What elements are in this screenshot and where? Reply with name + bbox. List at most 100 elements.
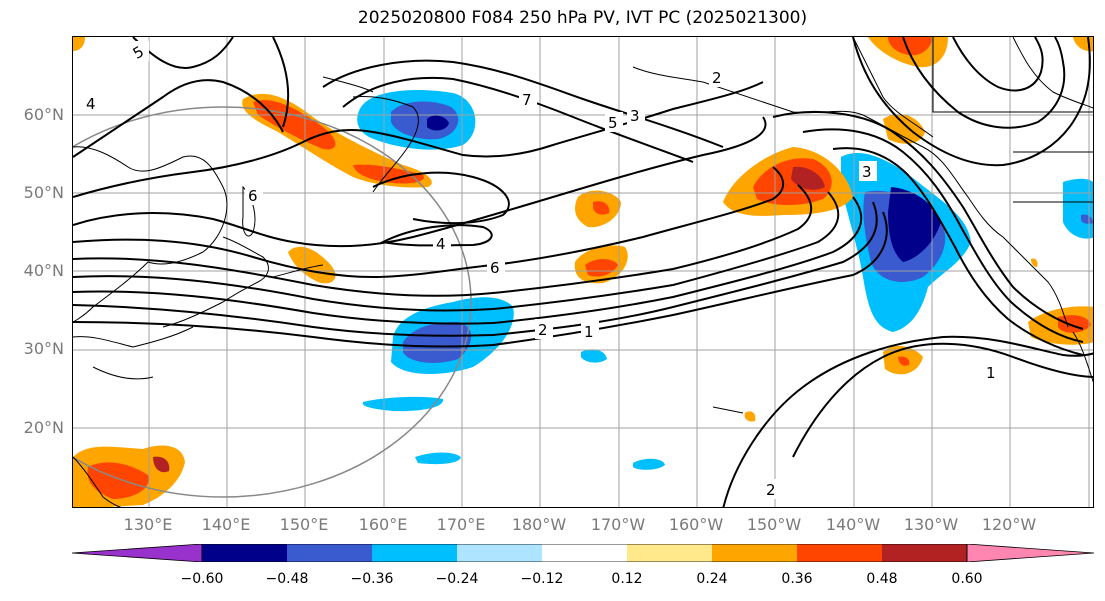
- contour-label: 3: [862, 163, 872, 181]
- shade-blue-small-4: [581, 349, 607, 363]
- shade-red-small-hawaii: [898, 356, 910, 366]
- shade-red-small-2: [593, 201, 610, 215]
- shade-orange-small-1: [288, 246, 336, 284]
- contour-label: 1: [986, 364, 996, 382]
- contour-line-13: [342, 76, 694, 163]
- colorbar-bin-2: [287, 544, 372, 562]
- contour-line-7: [73, 116, 767, 248]
- colorbar-tick: 0.24: [696, 571, 728, 587]
- contour-label: 2: [766, 481, 776, 499]
- contour-label: 6: [490, 259, 500, 277]
- ivt-contours: [73, 37, 1093, 507]
- colorbar-bin-1: [202, 544, 287, 562]
- contour-label: 4: [436, 235, 446, 253]
- contour-line-15: [372, 171, 510, 225]
- contour-label: 2: [538, 321, 548, 339]
- colorbar-bin-6: [627, 544, 712, 562]
- contour-line-23: [952, 37, 1044, 92]
- contour-line-12: [322, 59, 724, 148]
- map-title: 2025020800 F084 250 hPa PV, IVT PC (2025…: [357, 8, 808, 28]
- colorbar-tick: −0.60: [180, 571, 224, 587]
- lon-label-160w: 160°W: [668, 515, 724, 534]
- shade-red-sw: [87, 462, 149, 499]
- contour-label: 2: [712, 69, 722, 87]
- lon-label-180w: 180°W: [511, 515, 567, 534]
- colorbar-bin-8: [797, 544, 882, 562]
- shade-orange-small-4: [744, 411, 756, 422]
- contour-line-22: [902, 37, 1066, 129]
- contour-label: 6: [248, 187, 258, 205]
- colorbar-bin-3: [372, 544, 457, 562]
- contour-label: 1: [584, 323, 594, 341]
- contour-line-6: [73, 166, 785, 279]
- colorbar-bin-5: [542, 544, 627, 562]
- coastlines: [73, 37, 1093, 507]
- contour-line-10: [132, 37, 234, 69]
- lon-label-140e: 140°E: [201, 515, 251, 534]
- shade-orange-japan-tail: [353, 164, 424, 184]
- contour-line-5: [73, 184, 813, 297]
- contour-line-17: [722, 335, 1093, 507]
- colorbar-bin-7: [712, 544, 797, 562]
- colorbar-tick: 0.36: [781, 571, 813, 587]
- lat-label-40n: 40°N: [23, 261, 64, 280]
- contour-line-9: [73, 79, 284, 158]
- shade-blue-east-core: [888, 187, 941, 262]
- contour-line-4: [73, 191, 840, 312]
- contour-line-18: [772, 111, 1084, 330]
- graticule: [73, 37, 1093, 507]
- lon-label-160e: 160°E: [358, 515, 408, 534]
- colorbar-tick: −0.48: [265, 571, 309, 587]
- map-panel: 5 4 6 7 5 3 2 4 6 2 1 3 1 2: [72, 36, 1094, 508]
- contour-line-14: [379, 224, 493, 247]
- shade-orange-topright: [1073, 37, 1093, 52]
- lon-label-120w: 120°W: [981, 515, 1037, 534]
- shade-orange-alaska: [883, 114, 925, 144]
- map-canvas: 5 4 6 7 5 3 2 4 6 2 1 3 1 2: [73, 37, 1093, 507]
- lon-label-140w: 140°W: [825, 515, 881, 534]
- contour-line-19: [802, 128, 1084, 343]
- positive-anomaly-fields: [73, 37, 1093, 507]
- negative-anomaly-fields: [357, 89, 1093, 470]
- colorbar-tick: −0.12: [520, 571, 564, 587]
- lat-label-50n: 50°N: [23, 183, 64, 202]
- lon-label-130w: 130°W: [903, 515, 959, 534]
- lon-label-170w: 170°W: [590, 515, 646, 534]
- shade-blue-central-mid: [403, 322, 472, 363]
- lat-label-60n: 60°N: [23, 105, 64, 124]
- shade-darkred-sw: [153, 456, 170, 473]
- contour-label: 4: [86, 95, 96, 113]
- contour-line-3: [73, 196, 863, 325]
- lon-label-150e: 150°E: [279, 515, 329, 534]
- shade-blue-small-1: [362, 396, 444, 412]
- shade-blue-small-2: [415, 452, 461, 465]
- contour-line-21: [852, 37, 1091, 167]
- shade-blue-coast-outer: [1063, 178, 1093, 239]
- colorbar-tick: −0.36: [350, 571, 394, 587]
- shade-red-small-3: [585, 259, 618, 277]
- shade-blue-coast-mid: [1081, 214, 1093, 224]
- contour-labels: 5 4 6 7 5 3 2 4 6 2 1 3 1 2: [83, 41, 1001, 499]
- colorbar-tick: 0.48: [866, 571, 898, 587]
- colorbar-tick: 0.12: [611, 571, 643, 587]
- reference-circle: [73, 106, 472, 498]
- colorbar-tick: 0.60: [951, 571, 983, 587]
- contour-line-8: [73, 81, 764, 198]
- lat-label-20n: 20°N: [23, 418, 64, 437]
- contour-line-16: [792, 342, 1093, 458]
- lat-label-30n: 30°N: [23, 339, 64, 358]
- lon-label-170e: 170°E: [436, 515, 486, 534]
- colorbar-extend-high: [966, 544, 1094, 562]
- colorbar: [72, 544, 1094, 562]
- lon-label-130e: 130°E: [123, 515, 173, 534]
- shade-darkred-east-core: [791, 166, 825, 190]
- shade-orange-small-5: [1031, 258, 1038, 267]
- shade-blue-kamchatka-mid: [391, 101, 459, 140]
- contour-line-11: [272, 37, 290, 128]
- contour-label: 7: [522, 91, 532, 109]
- contour-label: 5: [608, 114, 618, 132]
- contour-line-20: [832, 147, 1084, 356]
- shade-blue-kamchatka-core: [427, 115, 449, 131]
- colorbar-bin-4: [457, 544, 542, 562]
- colorbar-extend-low: [72, 544, 203, 562]
